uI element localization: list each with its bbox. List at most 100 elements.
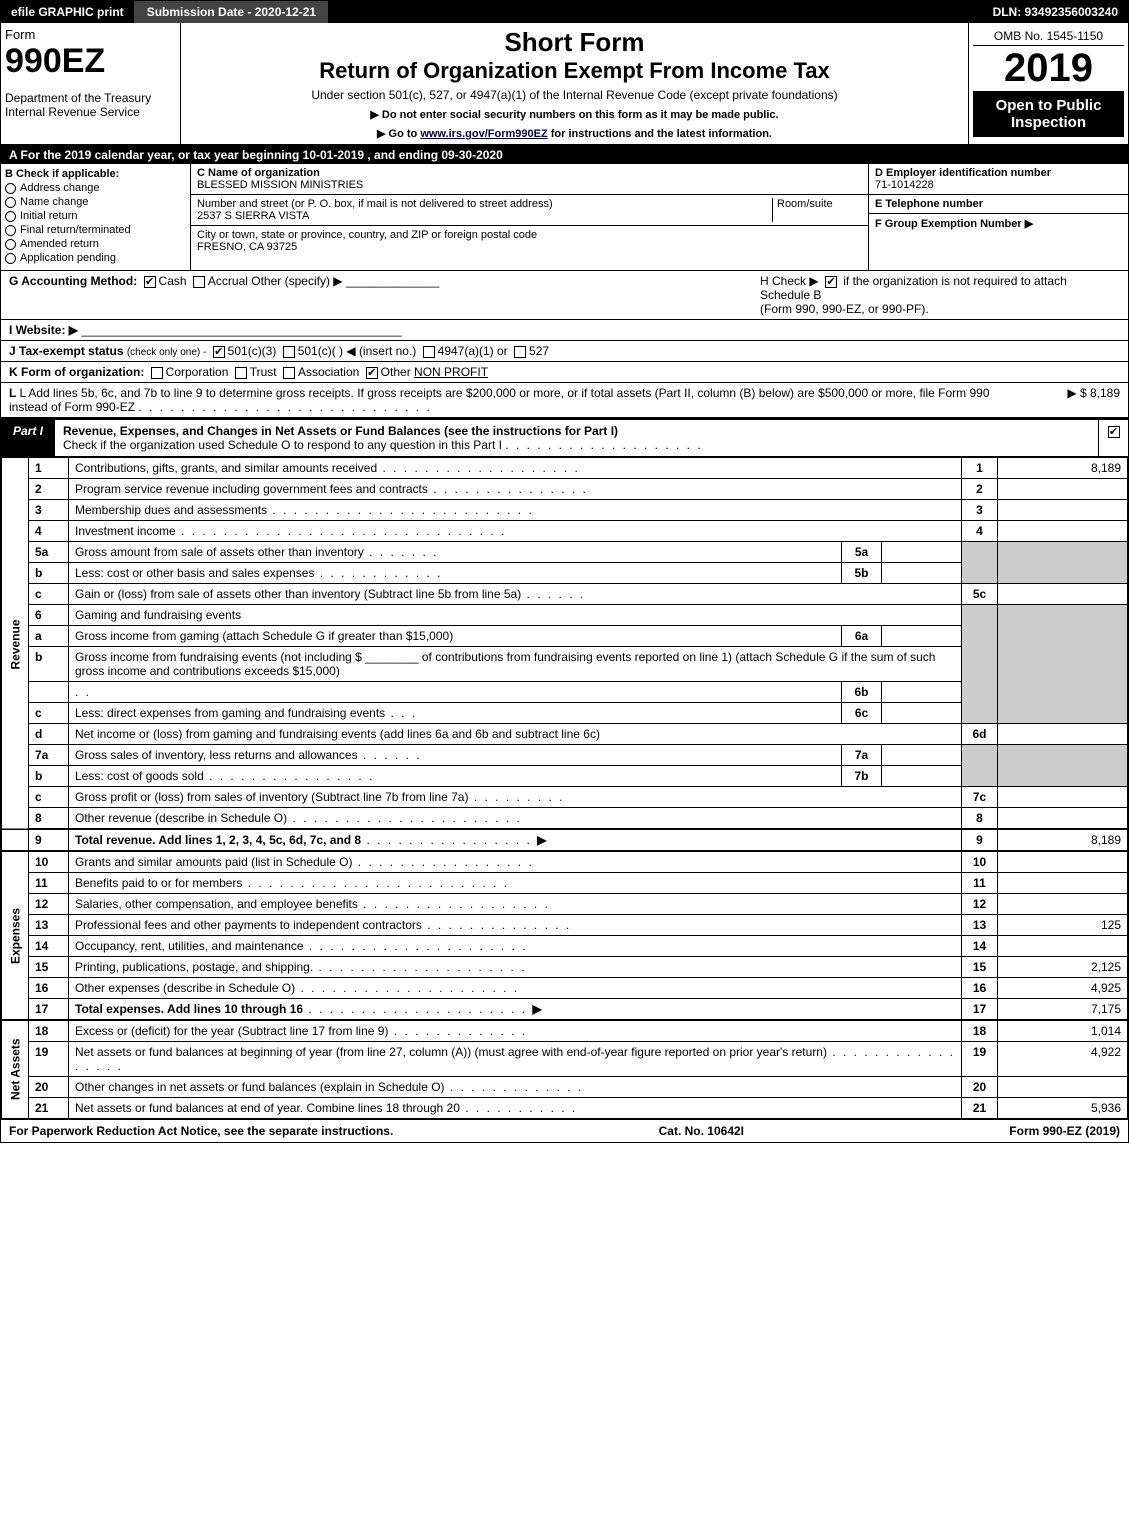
cb-label: Address change — [20, 182, 100, 194]
d-ein-row: D Employer identification number 71-1014… — [869, 164, 1128, 195]
desc-9: Total revenue. Add lines 1, 2, 3, 4, 5c,… — [75, 833, 361, 847]
amt-16: 4,925 — [998, 978, 1128, 999]
expenses-side-label: Expenses — [2, 851, 29, 1020]
part-i-title: Revenue, Expenses, and Changes in Net As… — [55, 420, 1098, 456]
row-21: 21Net assets or fund balances at end of … — [2, 1098, 1128, 1120]
cb-527[interactable] — [514, 346, 526, 358]
cb-corp[interactable] — [151, 367, 163, 379]
desc-6a: Gross income from gaming (attach Schedul… — [75, 629, 453, 643]
row-7c: cGross profit or (loss) from sales of in… — [2, 787, 1128, 808]
desc-12: Salaries, other compensation, and employ… — [75, 897, 358, 911]
cb-trust[interactable] — [235, 367, 247, 379]
desc-3: Membership dues and assessments — [75, 503, 267, 517]
street-address: 2537 S SIERRA VISTA — [197, 210, 309, 222]
header-right: OMB No. 1545-1150 2019 Open to Public In… — [968, 23, 1128, 144]
desc-21: Net assets or fund balances at end of ye… — [75, 1101, 460, 1115]
part-i-header: Part I Revenue, Expenses, and Changes in… — [1, 418, 1128, 457]
omb-number: OMB No. 1545-1150 — [973, 27, 1124, 46]
row-12: 12Salaries, other compensation, and empl… — [2, 894, 1128, 915]
part-i-schedule-o-check[interactable] — [1098, 420, 1128, 456]
right-column-def: D Employer identification number 71-1014… — [868, 164, 1128, 270]
desc-17: Total expenses. Add lines 10 through 16 — [75, 1002, 303, 1016]
j-527: 527 — [529, 344, 549, 358]
subnum-7a: 7a — [842, 745, 882, 766]
j-tail: (check only one) - — [127, 347, 206, 358]
cb-501c[interactable] — [283, 346, 295, 358]
cb-h-not-required[interactable] — [825, 276, 837, 288]
cb-final-return[interactable]: Final return/terminated — [5, 224, 186, 236]
cb-4947[interactable] — [423, 346, 435, 358]
amt-9: 8,189 — [998, 829, 1128, 851]
topbar-spacer — [328, 1, 982, 23]
header-center: Short Form Return of Organization Exempt… — [181, 23, 968, 144]
row-18: Net Assets 18Excess or (deficit) for the… — [2, 1020, 1128, 1042]
j-501c: 501(c)( ) ◀ (insert no.) — [298, 344, 417, 358]
cb-address-change[interactable]: Address change — [5, 182, 186, 194]
desc-13: Professional fees and other payments to … — [75, 918, 422, 932]
netassets-side-label: Net Assets — [2, 1020, 29, 1119]
k-assoc: Association — [298, 365, 359, 379]
desc-7c: Gross profit or (loss) from sales of inv… — [75, 790, 468, 804]
entity-block: B Check if applicable: Address change Na… — [1, 164, 1128, 271]
desc-6d: Net income or (loss) from gaming and fun… — [69, 724, 962, 745]
h-tail2: (Form 990, 990-EZ, or 990-PF). — [760, 302, 929, 316]
amt-15: 2,125 — [998, 957, 1128, 978]
part-i-table: Revenue 1Contributions, gifts, grants, a… — [1, 457, 1128, 1120]
h-check: H Check ▶ if the organization is not req… — [760, 274, 1120, 316]
amt-2 — [998, 479, 1128, 500]
desc-5c: Gain or (loss) from sale of assets other… — [75, 587, 521, 601]
row-1: Revenue 1Contributions, gifts, grants, a… — [2, 458, 1128, 479]
section-c: C Name of organization BLESSED MISSION M… — [191, 164, 868, 270]
cb-501c3[interactable] — [213, 346, 225, 358]
amt-18: 1,014 — [998, 1020, 1128, 1042]
top-bar: efile GRAPHIC print Submission Date - 20… — [1, 1, 1128, 23]
row-17: 17Total expenses. Add lines 10 through 1… — [2, 999, 1128, 1021]
tax-period-row: A For the 2019 calendar year, or tax yea… — [1, 146, 1128, 164]
f-group-row: F Group Exemption Number ▶ — [869, 214, 1128, 233]
row-3: 3Membership dues and assessments . . . .… — [2, 500, 1128, 521]
b-heading: B Check if applicable: — [5, 168, 186, 180]
row-6a: aGross income from gaming (attach Schedu… — [2, 626, 1128, 647]
cb-other-org[interactable] — [366, 367, 378, 379]
submission-date: Submission Date - 2020-12-21 — [135, 1, 328, 23]
cb-accrual[interactable] — [193, 276, 205, 288]
row-8: 8Other revenue (describe in Schedule O) … — [2, 808, 1128, 830]
under-section: Under section 501(c), 527, or 4947(a)(1)… — [185, 88, 964, 102]
j-501c3: 501(c)(3) — [228, 344, 277, 358]
cb-name-change[interactable]: Name change — [5, 196, 186, 208]
desc-18: Excess or (deficit) for the year (Subtra… — [75, 1024, 388, 1038]
cb-initial-return[interactable]: Initial return — [5, 210, 186, 222]
cb-amended-return[interactable]: Amended return — [5, 238, 186, 250]
no-ssn-notice: ▶ Do not enter social security numbers o… — [185, 108, 964, 121]
cb-label: Application pending — [20, 252, 116, 264]
row-6: 6Gaming and fundraising events — [2, 605, 1128, 626]
cb-cash[interactable] — [144, 276, 156, 288]
amt-19: 4,922 — [998, 1042, 1128, 1077]
row-10: Expenses 10Grants and similar amounts pa… — [2, 851, 1128, 873]
accrual-label: Accrual — [208, 274, 248, 288]
row-5c: cGain or (loss) from sale of assets othe… — [2, 584, 1128, 605]
ein-value: 71-1014228 — [875, 179, 934, 191]
amt-13: 125 — [998, 915, 1128, 936]
row-6c: cLess: direct expenses from gaming and f… — [2, 703, 1128, 724]
row-4: 4Investment income . . . . . . . . . . .… — [2, 521, 1128, 542]
i-label: I Website: ▶ — [9, 323, 78, 337]
irs-link[interactable]: www.irs.gov/Form990EZ — [420, 128, 547, 140]
efile-print-button[interactable]: efile GRAPHIC print — [1, 1, 135, 23]
desc-6c: Less: direct expenses from gaming and fu… — [75, 706, 385, 720]
cb-application-pending[interactable]: Application pending — [5, 252, 186, 264]
i-website-row: I Website: ▶ ___________________________… — [1, 320, 1128, 341]
city-state-zip: FRESNO, CA 93725 — [197, 241, 297, 253]
dept-treasury: Department of the Treasury — [5, 81, 176, 105]
desc-2: Program service revenue including govern… — [75, 482, 428, 496]
desc-5b: Less: cost or other basis and sales expe… — [75, 566, 314, 580]
e-label: E Telephone number — [875, 198, 983, 210]
c-label: C Name of organization — [197, 167, 320, 179]
desc-6b: Gross income from fundraising events (no… — [75, 650, 362, 664]
city-label: City or town, state or province, country… — [197, 229, 537, 241]
return-title: Return of Organization Exempt From Incom… — [185, 58, 964, 84]
cb-assoc[interactable] — [283, 367, 295, 379]
cat-no: Cat. No. 10642I — [659, 1124, 744, 1138]
subnum-5a: 5a — [842, 542, 882, 563]
irs-label: Internal Revenue Service — [5, 105, 176, 119]
